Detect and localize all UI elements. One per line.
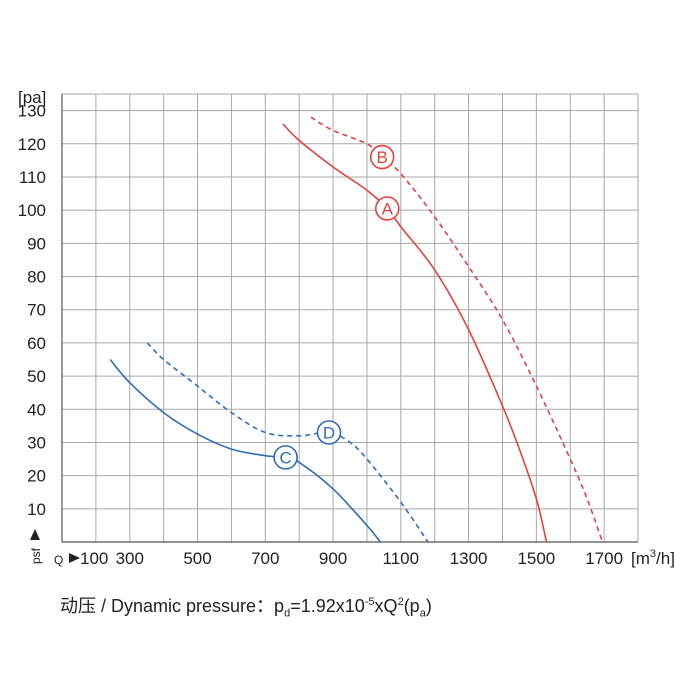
y-axis-prefix-group: psf xyxy=(29,529,43,564)
y-tick-label: 130 xyxy=(18,102,46,121)
x-tick-label: 300 xyxy=(116,549,144,568)
formula-sub-a: a xyxy=(419,607,426,620)
dynamic-pressure-formula: 动压 / Dynamic pressure：pd=1.92x10-5xQ2(pa… xyxy=(60,592,432,620)
y-axis-arrow-icon xyxy=(30,529,40,540)
x-tick-label: 900 xyxy=(319,549,347,568)
formula-exponent-2: 2 xyxy=(397,596,404,608)
curve-d xyxy=(146,342,429,543)
fan-performance-chart: 10 20 30 40 50 60 70 80 90 100 110 120 130[pa] 100 300… xyxy=(18,88,675,568)
x-tick-label: 100 xyxy=(80,549,108,568)
formula-prefix: 动压 / Dynamic pressure：p xyxy=(60,596,285,616)
x-tick-label: 700 xyxy=(251,549,279,568)
y-axis-prefix: psf xyxy=(29,547,43,564)
y-tick-label: 120 xyxy=(18,135,46,154)
performance-curves xyxy=(109,116,604,543)
unit-rest: /h] xyxy=(656,549,675,568)
x-axis-unit: [m3/h] xyxy=(631,548,675,568)
formula-sub-d: d xyxy=(284,607,291,620)
x-tick-label: 500 xyxy=(183,549,211,568)
curve-label-circle-a xyxy=(374,196,400,221)
curve-markers: A B C D xyxy=(273,144,400,470)
y-tick-label: 80 xyxy=(27,268,46,287)
curve-label-d: D xyxy=(323,423,335,442)
y-tick-label: 30 xyxy=(27,433,46,452)
formula-mid2: xQ xyxy=(374,596,398,616)
formula-mid: =1.92x10 xyxy=(290,596,365,616)
x-tick-label: 1100 xyxy=(383,549,420,568)
curve-label-b: B xyxy=(377,148,388,167)
curve-label-circle-d xyxy=(316,420,342,445)
y-tick-label: 90 xyxy=(27,234,46,253)
x-axis-prefix: Q xyxy=(54,553,63,567)
y-tick-label: 50 xyxy=(27,367,46,386)
y-tick-label: 40 xyxy=(27,400,46,419)
y-tick-label: 20 xyxy=(27,467,46,486)
x-axis-arrow-icon xyxy=(69,553,80,563)
y-axis-unit: [pa] xyxy=(18,88,46,107)
x-tick-label: 1500 xyxy=(517,549,555,568)
curve-label-a: A xyxy=(382,199,394,218)
curve-c xyxy=(109,358,382,543)
y-tick-label: 60 xyxy=(27,334,46,353)
curve-a xyxy=(282,123,548,543)
chart-axes xyxy=(61,93,639,543)
y-tick-label: 110 xyxy=(19,168,46,187)
curve-label-circle-b xyxy=(369,144,395,170)
x-tick-label: 1700 xyxy=(585,549,623,568)
curve-label-c: C xyxy=(279,448,291,467)
formula-exponent: -5 xyxy=(364,596,375,608)
curve-label-circle-c xyxy=(273,445,298,470)
formula-close: ) xyxy=(425,596,432,616)
y-tick-label: 10 xyxy=(27,500,46,519)
x-tick-label: 1300 xyxy=(450,549,488,568)
tick-labels: 10 20 30 40 50 60 70 80 90 100 110 120 130[pa] 100 300… xyxy=(18,88,675,568)
formula-open: (p xyxy=(403,596,420,616)
unit-superscript: 3 xyxy=(650,548,656,560)
y-tick-label: 100 xyxy=(18,201,46,220)
curve-b xyxy=(310,116,604,543)
y-tick-label: 70 xyxy=(27,301,46,320)
chart-grid xyxy=(62,94,638,542)
